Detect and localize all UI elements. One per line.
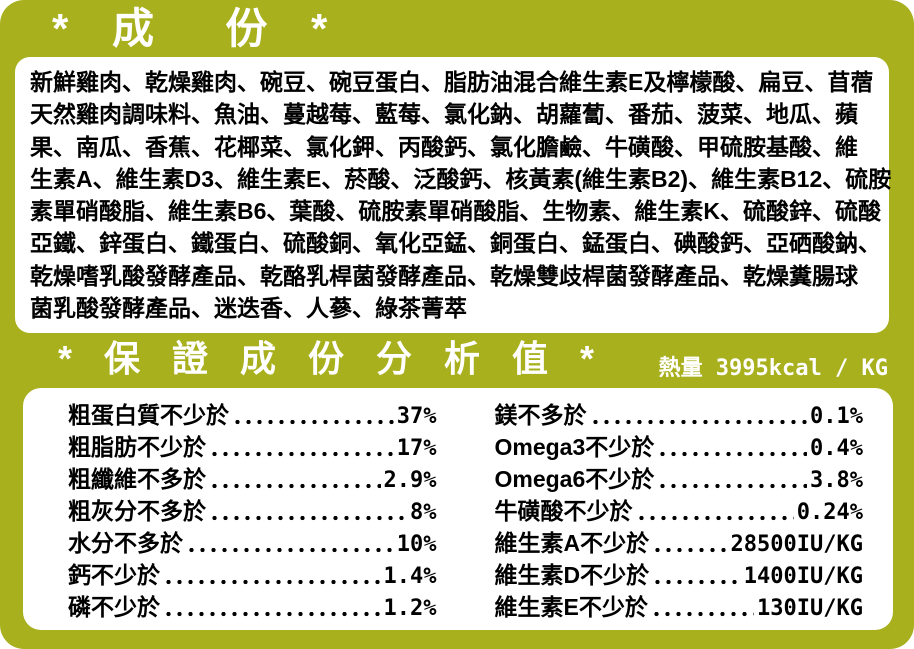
analysis-row: 鈣不少於 1.4% — [68, 560, 437, 592]
dot-leader — [163, 577, 381, 587]
analysis-row: 維生素D不少於 1400IU/KG — [495, 560, 864, 592]
dot-leader — [652, 577, 741, 587]
dot-leader — [209, 449, 394, 459]
ingredients-box: 新鮮雞肉、乾燥雞肉、碗豆、碗豆蛋白、脂肪油混合維生素E及檸檬酸、扁豆、苜蓿 天然… — [15, 57, 892, 333]
analysis-row-label: 鈣不少於 — [68, 562, 160, 588]
dot-leader — [650, 609, 755, 619]
ingredients-line: 果、南瓜、香蕉、花椰菜、氯化鉀、丙酸鈣、氯化膽鹼、牛磺酸、甲硫胺基酸、維 — [30, 133, 858, 160]
analysis-row-label: 磷不少於 — [68, 594, 160, 620]
ingredients-section-title: * 成 份 * — [52, 5, 344, 52]
analysis-row-label: 粗蛋白質不少於 — [68, 402, 229, 428]
analysis-row-label: 粗纖維不多於 — [68, 466, 206, 492]
analysis-row-label: 牛磺酸不少於 — [494, 498, 633, 524]
analysis-row-label: 粗灰分不多於 — [68, 498, 206, 524]
ingredients-line: 亞鐵、鋅蛋白、鐵蛋白、硫酸銅、氧化亞錳、銅蛋白、錳蛋白、碘酸鈣、亞硒酸鈉、 — [30, 230, 881, 257]
analysis-row: 維生素E不少於 130IU/KG — [495, 592, 864, 624]
dot-leader — [232, 417, 394, 427]
analysis-row-label: 維生素E不少於 — [494, 594, 648, 620]
energy-value-label: 熱量 3995kcal / KG — [658, 356, 888, 381]
analysis-row-value: 2.9% — [383, 468, 437, 493]
analysis-column-right: 鎂不多於 0.1% Omega3不少於 0.4% Omega6不少於 3.8% 牛磺酸… — [495, 400, 864, 624]
analysis-row-label: 維生素D不少於 — [494, 562, 650, 588]
analysis-box: 粗蛋白質不少於 37% 粗脂肪不少於 17% 粗纖維不多於 2.9% 粗灰分不多於 8%… — [23, 388, 893, 630]
dot-leader — [657, 481, 808, 491]
analysis-row: 維生素A不少於 28500IU/KG — [495, 528, 864, 560]
ingredients-line: 生素A、維生素D3、維生素E、菸酸、泛酸鈣、核黃素(維生素B2)、維生素B12、… — [30, 165, 892, 192]
ingredients-line: 菌乳酸發酵產品、迷迭香、人蔘、綠茶菁萃 — [30, 294, 467, 321]
dot-leader — [209, 513, 407, 523]
dot-leader — [657, 449, 808, 459]
ingredients-line: 素單硝酸脂、維生素B6、葉酸、硫胺素單硝酸脂、生物素、維生素K、硫酸鋅、硫酸 — [30, 198, 882, 224]
analysis-row-value: 10% — [396, 532, 437, 557]
analysis-row-value: 3.8% — [810, 468, 863, 493]
dot-leader — [652, 545, 728, 555]
analysis-row: 粗灰分不多於 8% — [68, 496, 437, 528]
ingredients-line: 新鮮雞肉、乾燥雞肉、碗豆、碗豆蛋白、脂肪油混合維生素E及檸檬酸、扁豆、苜蓿 — [30, 69, 874, 95]
analysis-row: Omega6不少於 3.8% — [495, 464, 864, 496]
analysis-row-value: 28500IU/KG — [730, 532, 863, 557]
analysis-row-value: 0.4% — [810, 436, 863, 461]
analysis-row-value: 0.1% — [810, 404, 863, 429]
analysis-row-value: 0.24% — [796, 500, 863, 525]
analysis-row: 牛磺酸不少於 0.24% — [495, 496, 864, 528]
ingredients-line: 乾燥嗜乳酸發酵產品、乾酪乳桿菌發酵產品、乾燥雙歧桿菌發酵產品、乾燥糞腸球 — [30, 262, 858, 289]
analysis-row-value: 1.2% — [383, 596, 437, 621]
analysis-row-label: 水分不多於 — [68, 530, 183, 556]
analysis-row-value: 37% — [396, 404, 437, 429]
analysis-column-left: 粗蛋白質不少於 37% 粗脂肪不少於 17% 粗纖維不多於 2.9% 粗灰分不多於 8%… — [68, 400, 437, 624]
dot-leader — [209, 481, 381, 491]
analysis-row-label: Omega6不少於 — [494, 466, 655, 492]
analysis-row-value: 8% — [410, 500, 437, 525]
analysis-row-label: 鎂不多於 — [494, 402, 587, 428]
analysis-row: 磷不少於 1.2% — [68, 592, 437, 624]
analysis-row-value: 17% — [396, 436, 437, 461]
analysis-row: 鎂不多於 0.1% — [495, 400, 864, 432]
analysis-row: 粗纖維不多於 2.9% — [68, 464, 437, 496]
analysis-section-title: * 保 證 成 份 分 析 值 * — [58, 338, 606, 379]
analysis-row-label: Omega3不少於 — [494, 434, 655, 460]
dot-leader — [635, 513, 794, 523]
analysis-row: 粗蛋白質不少於 37% — [68, 400, 437, 432]
analysis-row-value: 130IU/KG — [757, 596, 863, 621]
ingredients-line: 天然雞肉調味料、魚油、蔓越莓、藍莓、氯化鈉、胡蘿蔔、番茄、菠菜、地瓜、蘋 — [30, 101, 858, 128]
analysis-row: 粗脂肪不少於 17% — [68, 432, 437, 464]
analysis-row-value: 1400IU/KG — [743, 564, 863, 589]
analysis-row: Omega3不少於 0.4% — [495, 432, 864, 464]
dot-leader — [186, 545, 394, 555]
dot-leader — [163, 609, 381, 619]
analysis-header-band: * 保 證 成 份 分 析 值 * 熱量 3995kcal / KG — [0, 333, 914, 388]
analysis-row: 水分不多於 10% — [68, 528, 437, 560]
analysis-row-label: 粗脂肪不少於 — [68, 434, 206, 460]
dot-leader — [589, 417, 808, 427]
analysis-row-value: 1.4% — [383, 564, 437, 589]
analysis-row-label: 維生素A不少於 — [494, 530, 650, 556]
